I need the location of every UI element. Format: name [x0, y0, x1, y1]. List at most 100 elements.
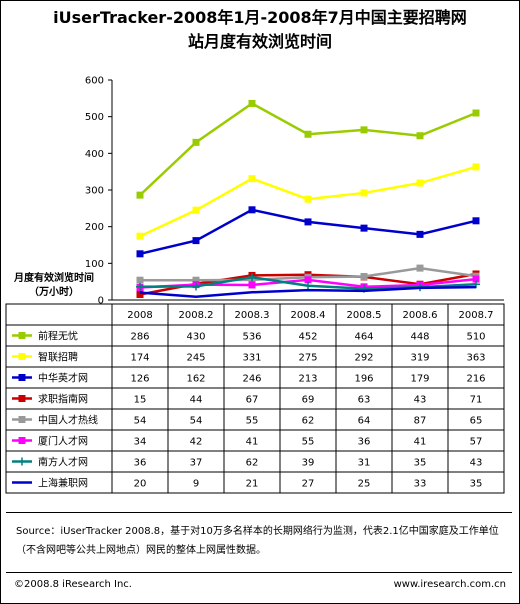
- x-tick-label: 2008.5: [347, 310, 382, 321]
- data-point-s5-5: [360, 273, 368, 281]
- legend-label-7: 南方人才网: [38, 456, 88, 469]
- table-cell-s4-5: 63: [358, 395, 371, 406]
- table-cell-s1-4: 452: [298, 332, 317, 343]
- data-point-s3-1: [136, 250, 144, 258]
- source-note: Source：iUserTracker 2008.8，基于对10万多名样本的长期…: [16, 526, 499, 556]
- table-cell-s5-4: 62: [302, 416, 315, 427]
- legend-label-8: 上海兼职网: [38, 477, 88, 490]
- legend-label-5: 中国人才热线: [38, 414, 98, 427]
- table-cell-s6-4: 55: [302, 437, 315, 448]
- table-cell-s6-7: 57: [470, 437, 483, 448]
- data-point-s5-6: [416, 264, 424, 272]
- legend-key-marker-2: [18, 353, 26, 360]
- y-tick-label: 400: [85, 149, 104, 160]
- table-cell-s7-4: 39: [302, 458, 315, 469]
- table-cell-s7-3: 62: [246, 458, 259, 469]
- legend-label-2: 智联招聘: [38, 351, 78, 364]
- table-cell-s3-5: 196: [354, 374, 373, 385]
- data-point-s7-7: [472, 280, 480, 289]
- data-point-s2-6: [416, 179, 424, 187]
- data-point-s3-5: [360, 224, 368, 232]
- table-cell-s7-2: 37: [190, 458, 203, 469]
- x-tick-label: 2008.6: [403, 310, 438, 321]
- legend-label-4: 求职指南网: [38, 393, 88, 406]
- table-cell-s3-7: 216: [466, 374, 485, 385]
- series-line-8: [139, 285, 477, 298]
- data-point-s1-3: [248, 99, 256, 107]
- table-cell-s8-4: 27: [302, 479, 315, 490]
- data-point-s2-5: [360, 189, 368, 197]
- table-cell-s8-1: 20: [134, 479, 147, 490]
- website-link[interactable]: www.iresearch.com.cn: [393, 579, 506, 590]
- table-cell-s8-3: 21: [246, 479, 259, 490]
- table-cell-s2-5: 292: [354, 353, 373, 364]
- series-line-3: [139, 208, 477, 256]
- data-point-s7-4: [304, 281, 312, 290]
- data-point-s2-4: [304, 195, 312, 203]
- table-cell-s2-1: 174: [130, 353, 149, 364]
- table-cell-s8-6: 33: [414, 479, 427, 490]
- table-cell-s5-3: 55: [246, 416, 259, 427]
- footer-divider: [6, 572, 512, 573]
- data-point-s2-3: [248, 175, 256, 183]
- table-cell-s5-7: 65: [470, 416, 483, 427]
- data-point-s2-7: [472, 163, 480, 171]
- table-cell-s8-7: 35: [470, 479, 483, 490]
- table-cell-s7-5: 31: [358, 458, 371, 469]
- chart-title-line2: 站月度有效浏览时间: [187, 32, 332, 51]
- chart-title-line1: iUserTracker-2008年1月-2008年7月中国主要招聘网: [53, 8, 467, 27]
- line-chart: 0 100 200 300 400 500 600 2008 2008.2 2008.3 2008.…: [5, 76, 505, 494]
- data-point-s1-2: [192, 138, 200, 146]
- table-cell-s3-2: 162: [186, 374, 205, 385]
- chart-title: iUserTracker-2008年1月-2008年7月中国主要招聘网 站月度有…: [0, 6, 520, 54]
- table-cell-s5-5: 64: [358, 416, 371, 427]
- copyright-text: ©2008.8 iResearch Inc.: [14, 579, 132, 590]
- table-cell-s5-2: 54: [190, 416, 203, 427]
- data-point-s1-4: [304, 130, 312, 138]
- data-point-s3-6: [416, 230, 424, 238]
- y-tick-label: 100: [85, 259, 104, 270]
- table-cell-s6-6: 41: [414, 437, 427, 448]
- table-cell-s2-6: 319: [410, 353, 429, 364]
- legend-key-marker-5: [18, 416, 26, 423]
- table-cell-s1-2: 430: [186, 332, 205, 343]
- table-cell-s4-7: 71: [470, 395, 483, 406]
- data-point-s1-5: [360, 126, 368, 134]
- data-point-s3-3: [248, 206, 256, 214]
- data-point-s4-1: [136, 291, 144, 298]
- data-point-s6-3: [248, 281, 256, 289]
- x-tick-label: 2008.4: [291, 310, 326, 321]
- data-point-s7-3: [248, 273, 256, 282]
- table-cell-s1-5: 464: [354, 332, 373, 343]
- y-tick-label: 600: [85, 76, 104, 87]
- data-point-s7-2: [192, 282, 200, 291]
- table-cell-s3-3: 246: [242, 374, 261, 385]
- table-cell-s7-1: 36: [134, 458, 147, 469]
- legend-key-marker-3: [18, 374, 26, 381]
- data-point-s7-1: [136, 282, 144, 291]
- y-axis-label-line2: （万小时）: [29, 287, 79, 298]
- table-cell-s3-6: 179: [410, 374, 429, 385]
- table-cell-s2-2: 245: [186, 353, 205, 364]
- data-point-s3-7: [472, 217, 480, 225]
- y-axis-label: 月度有效浏览时间 （万小时）: [4, 272, 104, 300]
- table-cell-s5-1: 54: [134, 416, 147, 427]
- y-axis-label-line1: 月度有效浏览时间: [14, 273, 94, 284]
- source-divider: [6, 512, 512, 513]
- table-cell-s8-2: 9: [193, 479, 199, 490]
- table-cell-s1-1: 286: [130, 332, 149, 343]
- table-cell-s7-7: 43: [470, 458, 483, 469]
- table-cell-s5-6: 87: [414, 416, 427, 427]
- table-cell-s6-2: 42: [190, 437, 203, 448]
- y-tick-label: 300: [85, 186, 104, 197]
- legend-label-1: 前程无忧: [38, 330, 78, 343]
- table-cell-s6-3: 41: [246, 437, 259, 448]
- table-cell-s3-1: 126: [130, 374, 149, 385]
- data-point-s2-2: [192, 206, 200, 214]
- table-cell-s1-6: 448: [410, 332, 429, 343]
- legend-key-marker-7: [18, 457, 26, 466]
- table-cell-s3-4: 213: [298, 374, 317, 385]
- x-tick-label: 2008.3: [235, 310, 270, 321]
- data-point-s3-2: [192, 237, 200, 245]
